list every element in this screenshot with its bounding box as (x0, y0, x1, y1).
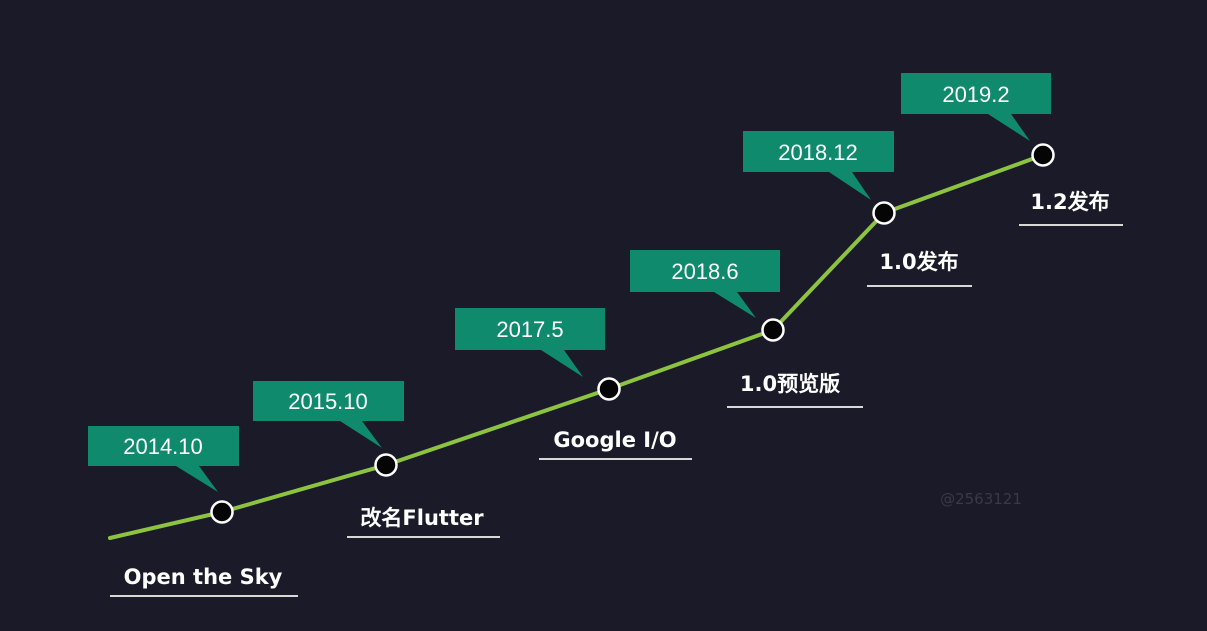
date-label-5: 2019.2 (942, 82, 1009, 107)
milestone-label-4: 1.0发布 (879, 250, 958, 274)
date-label-1: 2015.10 (288, 389, 368, 414)
milestone-dot-2 (599, 379, 620, 400)
date-label-3: 2018.6 (671, 259, 738, 284)
milestone-label-3: 1.0预览版 (740, 372, 840, 396)
milestone-dot-0 (212, 502, 233, 523)
milestone-label-1: 改名Flutter (360, 506, 484, 530)
date-label-0: 2014.10 (123, 434, 203, 459)
milestone-label-0: Open the Sky (124, 565, 283, 589)
milestone-label-2: Google I/O (553, 428, 676, 452)
date-label-4: 2018.12 (778, 140, 858, 165)
milestone-label-5: 1.2发布 (1030, 190, 1109, 214)
milestone-dot-4 (874, 203, 895, 224)
milestone-dot-5 (1033, 145, 1054, 166)
milestone-dot-1 (376, 455, 397, 476)
date-label-2: 2017.5 (496, 317, 563, 342)
watermark: @2563121 (940, 490, 1022, 508)
milestone-dot-3 (763, 320, 784, 341)
